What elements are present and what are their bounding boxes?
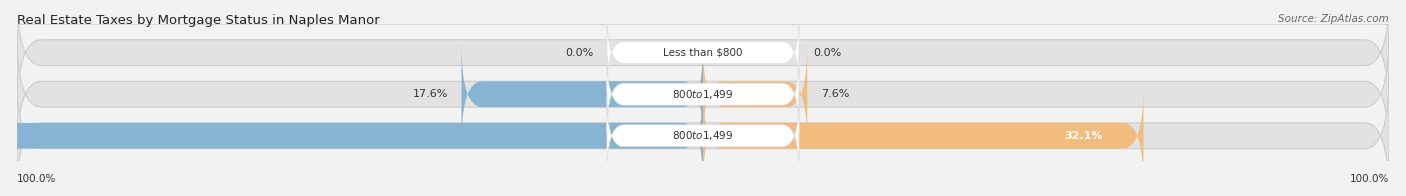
FancyBboxPatch shape <box>17 74 1389 196</box>
Text: Source: ZipAtlas.com: Source: ZipAtlas.com <box>1278 14 1389 24</box>
FancyBboxPatch shape <box>607 14 799 92</box>
FancyBboxPatch shape <box>17 0 1389 115</box>
Text: Less than $800: Less than $800 <box>664 48 742 58</box>
FancyBboxPatch shape <box>703 86 1143 185</box>
FancyBboxPatch shape <box>607 55 799 133</box>
Text: 32.1%: 32.1% <box>1064 131 1102 141</box>
Text: Real Estate Taxes by Mortgage Status in Naples Manor: Real Estate Taxes by Mortgage Status in … <box>17 14 380 27</box>
Text: 0.0%: 0.0% <box>565 48 593 58</box>
Text: 100.0%: 100.0% <box>17 174 56 184</box>
FancyBboxPatch shape <box>703 45 807 144</box>
Text: $800 to $1,499: $800 to $1,499 <box>672 88 734 101</box>
FancyBboxPatch shape <box>17 32 1389 156</box>
Text: $800 to $1,499: $800 to $1,499 <box>672 129 734 142</box>
Text: 17.6%: 17.6% <box>412 89 447 99</box>
Text: 0.0%: 0.0% <box>813 48 841 58</box>
FancyBboxPatch shape <box>607 97 799 175</box>
Text: 100.0%: 100.0% <box>1350 174 1389 184</box>
FancyBboxPatch shape <box>0 86 703 185</box>
FancyBboxPatch shape <box>461 45 703 144</box>
Text: 7.6%: 7.6% <box>821 89 849 99</box>
